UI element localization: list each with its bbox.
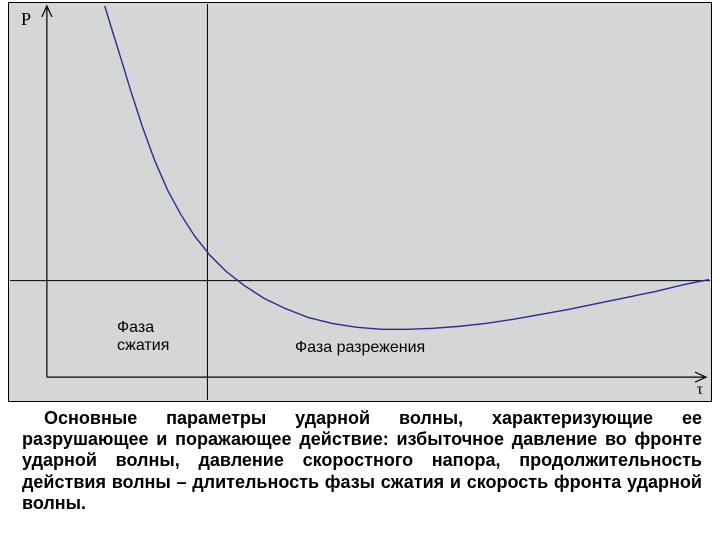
figure-caption: Основные параметры ударной волны, характ… [22,408,702,514]
x-axis-label: τ [697,381,703,399]
figure-container: Р τ Фаза сжатия Фаза разрежения Основные… [0,0,720,540]
y-axis-label: Р [21,9,31,30]
chart-box: Р τ Фаза сжатия Фаза разрежения [8,2,712,402]
rarefaction-phase-label: Фаза разрежения [295,339,425,357]
compression-phase-label: Фаза сжатия [117,319,169,356]
